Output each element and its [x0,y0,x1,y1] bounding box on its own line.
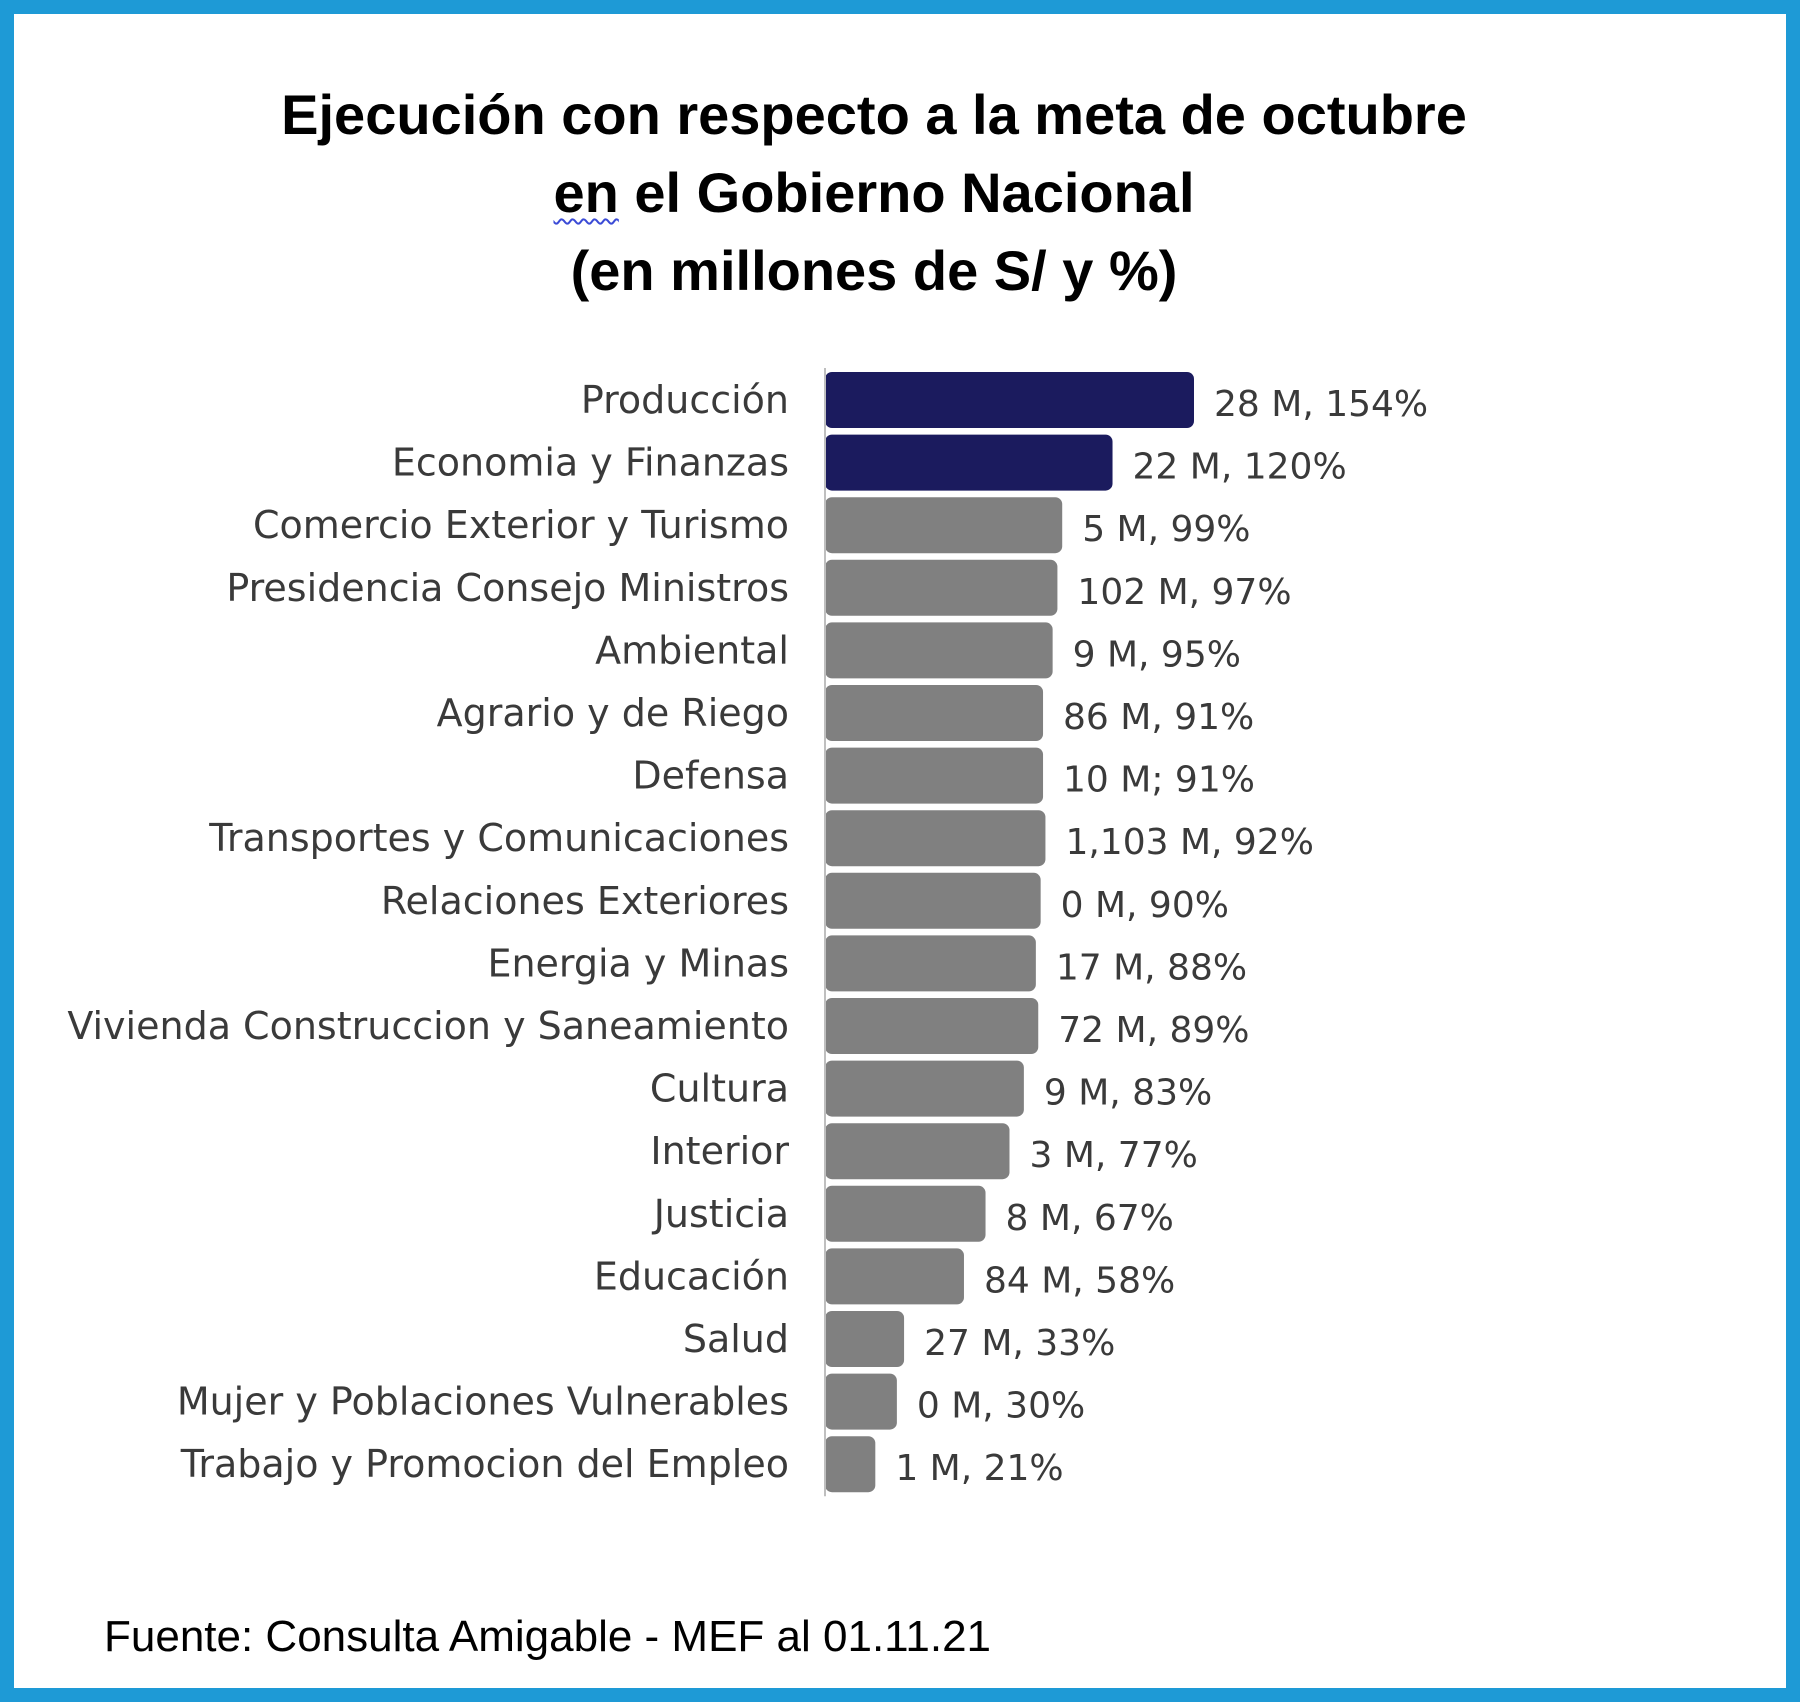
data-label: 1 M, 21% [895,1448,1063,1489]
bar-8 [825,810,1046,867]
data-label: 102 M, 97% [1077,572,1291,613]
data-label: 17 M, 88% [1056,947,1247,988]
category-label: Defensa [632,754,789,798]
category-label: Agrario y de Riego [437,691,789,735]
category-label: Cultura [650,1067,789,1111]
data-label: 86 M, 91% [1063,697,1254,738]
bar-2 [825,434,1113,491]
data-label: 0 M, 90% [1061,885,1229,926]
category-label: Producción [581,378,789,422]
data-label: 9 M, 83% [1044,1073,1212,1114]
data-label: 0 M, 30% [917,1386,1085,1427]
title-line-2-first-word: en [553,161,619,224]
bar-14 [825,1185,986,1242]
bar-3 [825,497,1063,554]
source-note: Fuente: Consulta Amigable - MEF al 01.11… [104,1612,992,1661]
bar-17 [825,1373,897,1430]
category-label: Transportes y Comunicaciones [208,816,789,860]
category-label: Ambiental [595,628,789,672]
category-label: Energia y Minas [487,941,789,985]
bar-10 [825,935,1036,992]
bar-1 [825,372,1194,428]
bar-6 [825,685,1044,741]
data-label: 3 M, 77% [1030,1135,1198,1176]
bar-11 [825,998,1039,1054]
data-label: 22 M, 120% [1133,447,1347,488]
data-label: 10 M; 91% [1063,760,1255,801]
category-label: Interior [650,1129,789,1173]
data-label: 1,103 M, 92% [1065,822,1313,863]
category-label: Justicia [652,1192,789,1236]
data-label: 8 M, 67% [1006,1198,1174,1239]
category-label: Educación [594,1254,789,1298]
bar-16 [825,1311,905,1367]
bar-4 [825,559,1058,616]
category-label: Relaciones Exteriores [381,879,789,923]
category-label: Salud [683,1317,789,1361]
category-label: Mujer y Poblaciones Vulnerables [177,1380,789,1424]
category-label: Economia y Finanzas [392,441,789,485]
title-line-3: (en millones de S/ y %) [570,239,1178,302]
bar-5 [825,622,1053,679]
category-label: Presidencia Consejo Ministros [226,566,789,610]
bar-13 [825,1123,1010,1180]
bars-layer: Producción 28 M, 154% Economia y Finanzas 2… [67,372,1428,1493]
bar-12 [825,1060,1024,1117]
bar-9 [825,872,1041,929]
category-label: Vivienda Construccion y Saneamiento [67,1004,789,1048]
bar-18 [825,1436,876,1493]
title-line-2: en el Gobierno Nacional [14,154,1734,232]
category-label: Comercio Exterior y Turismo [253,503,789,547]
data-label: 9 M, 95% [1073,634,1241,675]
data-label: 27 M, 33% [924,1323,1115,1364]
data-label: 5 M, 99% [1082,509,1250,550]
category-label: Trabajo y Promocion del Empleo [180,1442,789,1486]
data-label: 72 M, 89% [1058,1010,1249,1051]
bar-7 [825,747,1044,804]
data-label: 28 M, 154% [1214,384,1428,425]
title-line-2-rest: el Gobierno Nacional [618,161,1195,224]
bar-chart: Producción 28 M, 154% Economia y Finanzas 2… [67,368,1428,1497]
data-label: 84 M, 58% [984,1260,1175,1301]
chart-title: Ejecución con respecto a la meta de octu… [14,76,1734,310]
title-line-1: Ejecución con respecto a la meta de octu… [281,83,1467,146]
bar-15 [825,1248,964,1305]
